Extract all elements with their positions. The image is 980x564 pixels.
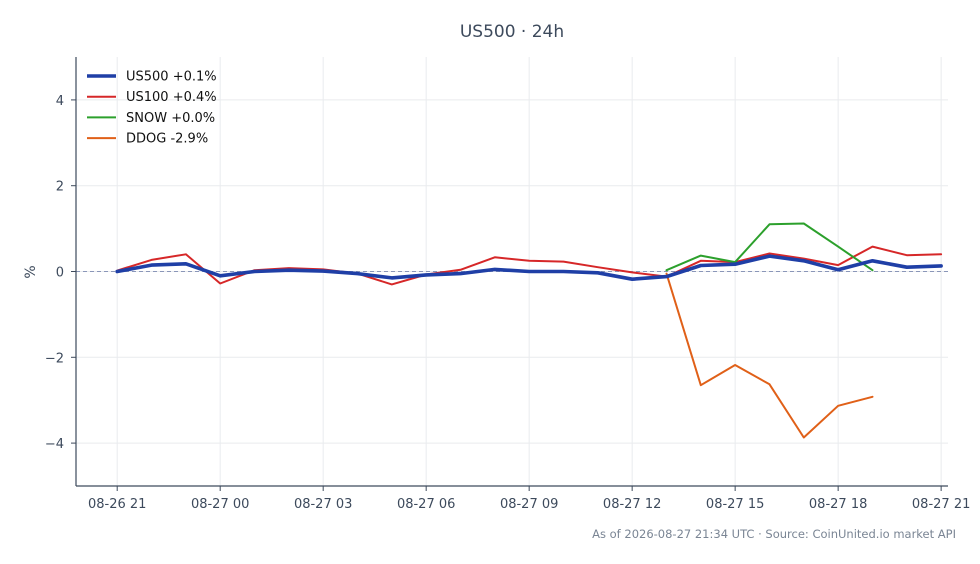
- x-tick-label: 08-27 00: [191, 497, 249, 512]
- x-tick-label: 08-27 18: [809, 497, 867, 512]
- series-line-us500: [115, 254, 943, 282]
- y-axis-label: %: [23, 265, 39, 278]
- legend-label-snow: SNOW +0.0%: [126, 111, 215, 126]
- x-tick-label: 08-27 06: [397, 497, 455, 512]
- legend-label-us500: US500 +0.1%: [126, 70, 217, 85]
- y-tick-label: 2: [56, 180, 64, 195]
- x-tick-label: 08-26 21: [88, 497, 146, 512]
- x-tick-label: 08-27 03: [294, 497, 352, 512]
- x-tick-label: 08-27 15: [706, 497, 764, 512]
- footer-note: As of 2026-08-27 21:34 UTC · Source: Coi…: [592, 527, 956, 541]
- y-tick-label: −2: [45, 351, 64, 366]
- series-line-snow: [665, 222, 874, 272]
- y-tick-label: −4: [45, 437, 64, 452]
- legend: US500 +0.1% US100 +0.4% SNOW +0.0% DDOG -2.…: [87, 70, 217, 147]
- y-tick-label: 4: [56, 94, 64, 109]
- x-tick-label: 08-27 12: [603, 497, 661, 512]
- chart-title: US500 · 24h: [460, 22, 564, 42]
- x-tick-label: 08-27 09: [500, 497, 558, 512]
- series-line-ddog: [665, 272, 874, 439]
- axes: 08-26 21 08-27 00 08-27 03 08-27 06 08-27 09…: [45, 57, 970, 512]
- legend-label-us100: US100 +0.4%: [126, 90, 217, 105]
- legend-label-ddog: DDOG -2.9%: [126, 132, 208, 147]
- x-tick-label: 08-27 21: [912, 497, 970, 512]
- series-layer: [115, 222, 943, 439]
- y-tick-label: 0: [56, 266, 64, 281]
